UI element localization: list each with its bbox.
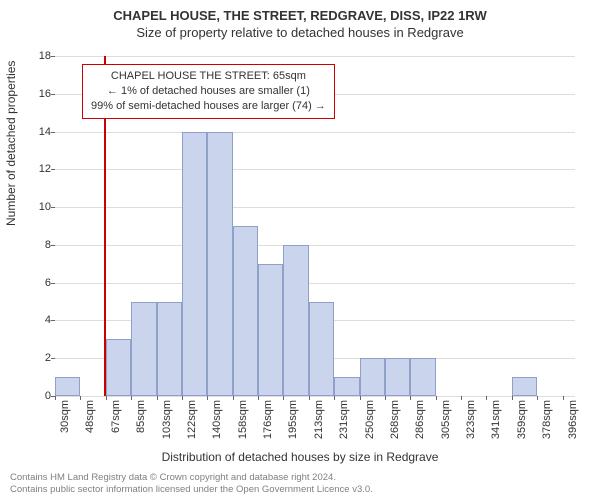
x-tick-mark (157, 396, 158, 400)
y-tick-label: 18 (25, 50, 51, 62)
y-tick-mark (51, 245, 55, 246)
x-tick-label: 158sqm (237, 400, 249, 439)
histogram-bar (55, 377, 80, 396)
histogram-bar (283, 245, 308, 396)
y-tick-label: 12 (25, 163, 51, 175)
callout-line3: 99% of semi-detached houses are larger (… (91, 99, 326, 114)
x-tick-mark (80, 396, 81, 400)
histogram-bar (233, 226, 258, 396)
x-tick-mark (233, 396, 234, 400)
histogram-bar (410, 358, 435, 396)
histogram-bar (360, 358, 385, 396)
y-tick-label: 6 (25, 277, 51, 289)
histogram-bar (106, 339, 131, 396)
x-tick-label: 176sqm (262, 400, 274, 439)
x-tick-label: 195sqm (287, 400, 299, 439)
footer-line2: Contains public sector information licen… (10, 484, 373, 496)
x-tick-label: 378sqm (541, 400, 553, 439)
grid-line (55, 169, 575, 170)
x-tick-mark (258, 396, 259, 400)
footer-line1: Contains HM Land Registry data © Crown c… (10, 472, 373, 484)
y-axis-label: Number of detached properties (4, 61, 18, 226)
histogram-bar (207, 132, 232, 396)
y-tick-mark (51, 320, 55, 321)
y-tick-mark (51, 56, 55, 57)
x-tick-label: 85sqm (135, 400, 147, 433)
histogram-bar (258, 264, 283, 396)
x-tick-label: 122sqm (186, 400, 198, 439)
x-tick-mark (486, 396, 487, 400)
y-tick-label: 0 (25, 390, 51, 402)
x-tick-mark (207, 396, 208, 400)
x-tick-mark (537, 396, 538, 400)
y-tick-mark (51, 283, 55, 284)
y-tick-mark (51, 169, 55, 170)
x-tick-mark (563, 396, 564, 400)
histogram-bar (131, 302, 156, 396)
x-tick-label: 103sqm (161, 400, 173, 439)
x-tick-label: 140sqm (211, 400, 223, 439)
x-tick-label: 341sqm (490, 400, 502, 439)
grid-line (55, 207, 575, 208)
histogram-bar (334, 377, 359, 396)
grid-line (55, 56, 575, 57)
x-tick-label: 213sqm (313, 400, 325, 439)
footer: Contains HM Land Registry data © Crown c… (10, 472, 373, 496)
callout-line1: CHAPEL HOUSE THE STREET: 65sqm (91, 69, 326, 84)
y-tick-mark (51, 358, 55, 359)
grid-line (55, 245, 575, 246)
x-tick-mark (309, 396, 310, 400)
y-tick-label: 14 (25, 126, 51, 138)
x-tick-mark (131, 396, 132, 400)
y-tick-label: 8 (25, 239, 51, 251)
x-tick-mark (334, 396, 335, 400)
y-tick-label: 16 (25, 88, 51, 100)
histogram-bar (309, 302, 334, 396)
histogram-bar (385, 358, 410, 396)
histogram-bar (157, 302, 182, 396)
x-axis-label: Distribution of detached houses by size … (0, 450, 600, 464)
x-tick-mark (385, 396, 386, 400)
x-tick-mark (106, 396, 107, 400)
grid-line (55, 396, 575, 397)
x-tick-label: 323sqm (465, 400, 477, 439)
x-tick-label: 67sqm (110, 400, 122, 433)
histogram-bar (182, 132, 207, 396)
x-tick-mark (461, 396, 462, 400)
x-tick-label: 30sqm (59, 400, 71, 433)
y-tick-mark (51, 207, 55, 208)
y-tick-label: 4 (25, 314, 51, 326)
callout-line2: ← 1% of detached houses are smaller (1) (91, 84, 326, 99)
y-tick-label: 2 (25, 352, 51, 364)
y-tick-mark (51, 94, 55, 95)
x-tick-mark (283, 396, 284, 400)
x-tick-mark (182, 396, 183, 400)
x-tick-mark (410, 396, 411, 400)
x-tick-mark (360, 396, 361, 400)
callout-box: CHAPEL HOUSE THE STREET: 65sqm ← 1% of d… (82, 64, 335, 119)
y-tick-label: 10 (25, 201, 51, 213)
grid-line (55, 283, 575, 284)
x-tick-mark (512, 396, 513, 400)
x-tick-label: 305sqm (440, 400, 452, 439)
histogram-bar (512, 377, 537, 396)
grid-line (55, 132, 575, 133)
chart-title: CHAPEL HOUSE, THE STREET, REDGRAVE, DISS… (0, 0, 600, 23)
x-tick-label: 231sqm (338, 400, 350, 439)
chart-subtitle: Size of property relative to detached ho… (0, 23, 600, 40)
y-tick-mark (51, 132, 55, 133)
x-tick-label: 286sqm (414, 400, 426, 439)
x-tick-label: 48sqm (84, 400, 96, 433)
x-tick-label: 359sqm (516, 400, 528, 439)
x-tick-label: 250sqm (364, 400, 376, 439)
chart-container: CHAPEL HOUSE, THE STREET, REDGRAVE, DISS… (0, 0, 600, 500)
x-tick-label: 268sqm (389, 400, 401, 439)
x-tick-mark (436, 396, 437, 400)
x-tick-label: 396sqm (567, 400, 579, 439)
x-tick-mark (55, 396, 56, 400)
